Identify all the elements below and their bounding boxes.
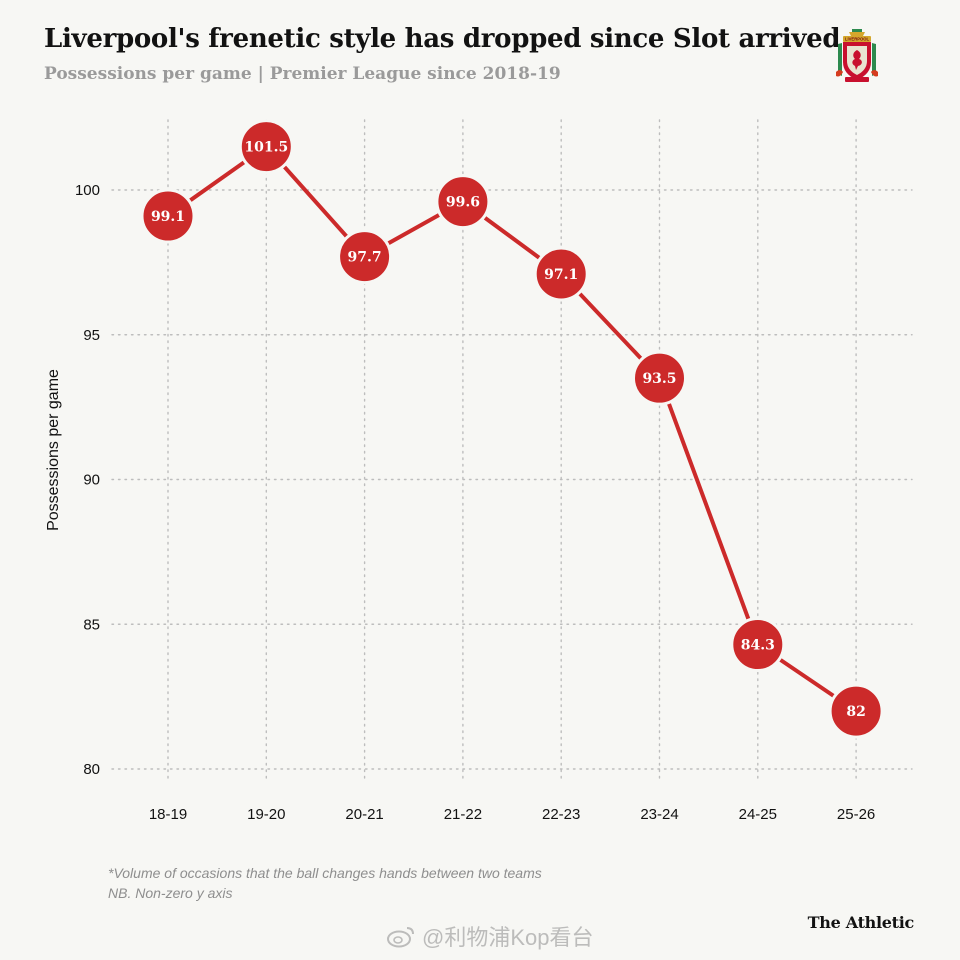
- x-tick-label: 22-23: [542, 806, 580, 823]
- x-tick-label: 25-26: [837, 806, 875, 823]
- data-label: 84.3: [741, 638, 775, 654]
- data-label: 97.1: [544, 267, 578, 283]
- data-point-marker: [828, 683, 884, 739]
- data-label: 97.7: [348, 250, 382, 266]
- y-gridlines: [111, 189, 913, 770]
- footnote-definition: *Volume of occasions that the ball chang…: [108, 865, 542, 881]
- crest-text: LIVERPOOL: [845, 37, 870, 42]
- brand-logo-the-athletic: The Athletic: [807, 913, 915, 932]
- y-tick-label: 100: [75, 182, 100, 199]
- x-tick-label: 18-19: [149, 806, 187, 823]
- x-tick-label: 21-22: [444, 806, 482, 823]
- y-tick-label: 85: [83, 616, 100, 633]
- data-point-marker: [632, 350, 687, 406]
- data-point: 99.6: [435, 174, 491, 230]
- y-tick-label: 90: [83, 472, 100, 489]
- chart-subtitle: Possessions per game | Premier League si…: [44, 64, 561, 84]
- data-point-marker: [435, 174, 491, 230]
- data-point: 99.1: [140, 188, 196, 244]
- watermark-text: @利物浦Kop看台: [422, 925, 594, 950]
- y-tick-label: 95: [83, 327, 100, 344]
- y-tick-label: 80: [83, 761, 100, 778]
- data-point: 82: [828, 683, 884, 739]
- data-point: 93.5: [632, 350, 687, 406]
- x-tick-label: 23-24: [640, 806, 678, 823]
- data-point: 101.5: [238, 119, 294, 175]
- data-point: 97.1: [533, 246, 589, 302]
- data-point-marker: [140, 188, 196, 244]
- data-label: 99.1: [151, 209, 185, 225]
- data-markers: 99.1 101.5 97.7 99.6 97.1 93.5 84.3 82: [140, 119, 884, 739]
- watermark: @利物浦Kop看台: [386, 920, 593, 952]
- data-point-marker: [337, 229, 393, 285]
- data-point-marker: [533, 246, 589, 302]
- weibo-icon: [387, 927, 414, 948]
- data-label: 93.5: [642, 371, 676, 387]
- data-label: 82: [846, 704, 865, 720]
- liverpool-crest-icon: LIVERPOOL: [836, 29, 878, 82]
- data-label: 101.5: [244, 140, 288, 156]
- y-axis-ticks: 80 85 90 95 100: [75, 182, 100, 778]
- data-point: 97.7: [337, 229, 393, 285]
- data-point-marker: [730, 617, 786, 673]
- x-gridlines: [167, 119, 857, 784]
- x-axis-ticks: 18-19 19-20 20-21 21-22 22-23 23-24 24-25 25-26: [149, 806, 875, 823]
- data-point: 84.3: [730, 617, 786, 673]
- data-point-marker: [238, 119, 294, 175]
- footnote-axis-note: NB. Non-zero y axis: [108, 885, 233, 901]
- y-axis-label: Possessions per game: [45, 369, 62, 531]
- x-tick-label: 24-25: [739, 806, 777, 823]
- x-tick-label: 20-21: [345, 806, 383, 823]
- data-label: 99.6: [446, 195, 480, 211]
- chart-title: Liverpool's frenetic style has dropped s…: [44, 24, 841, 54]
- x-tick-label: 19-20: [247, 806, 285, 823]
